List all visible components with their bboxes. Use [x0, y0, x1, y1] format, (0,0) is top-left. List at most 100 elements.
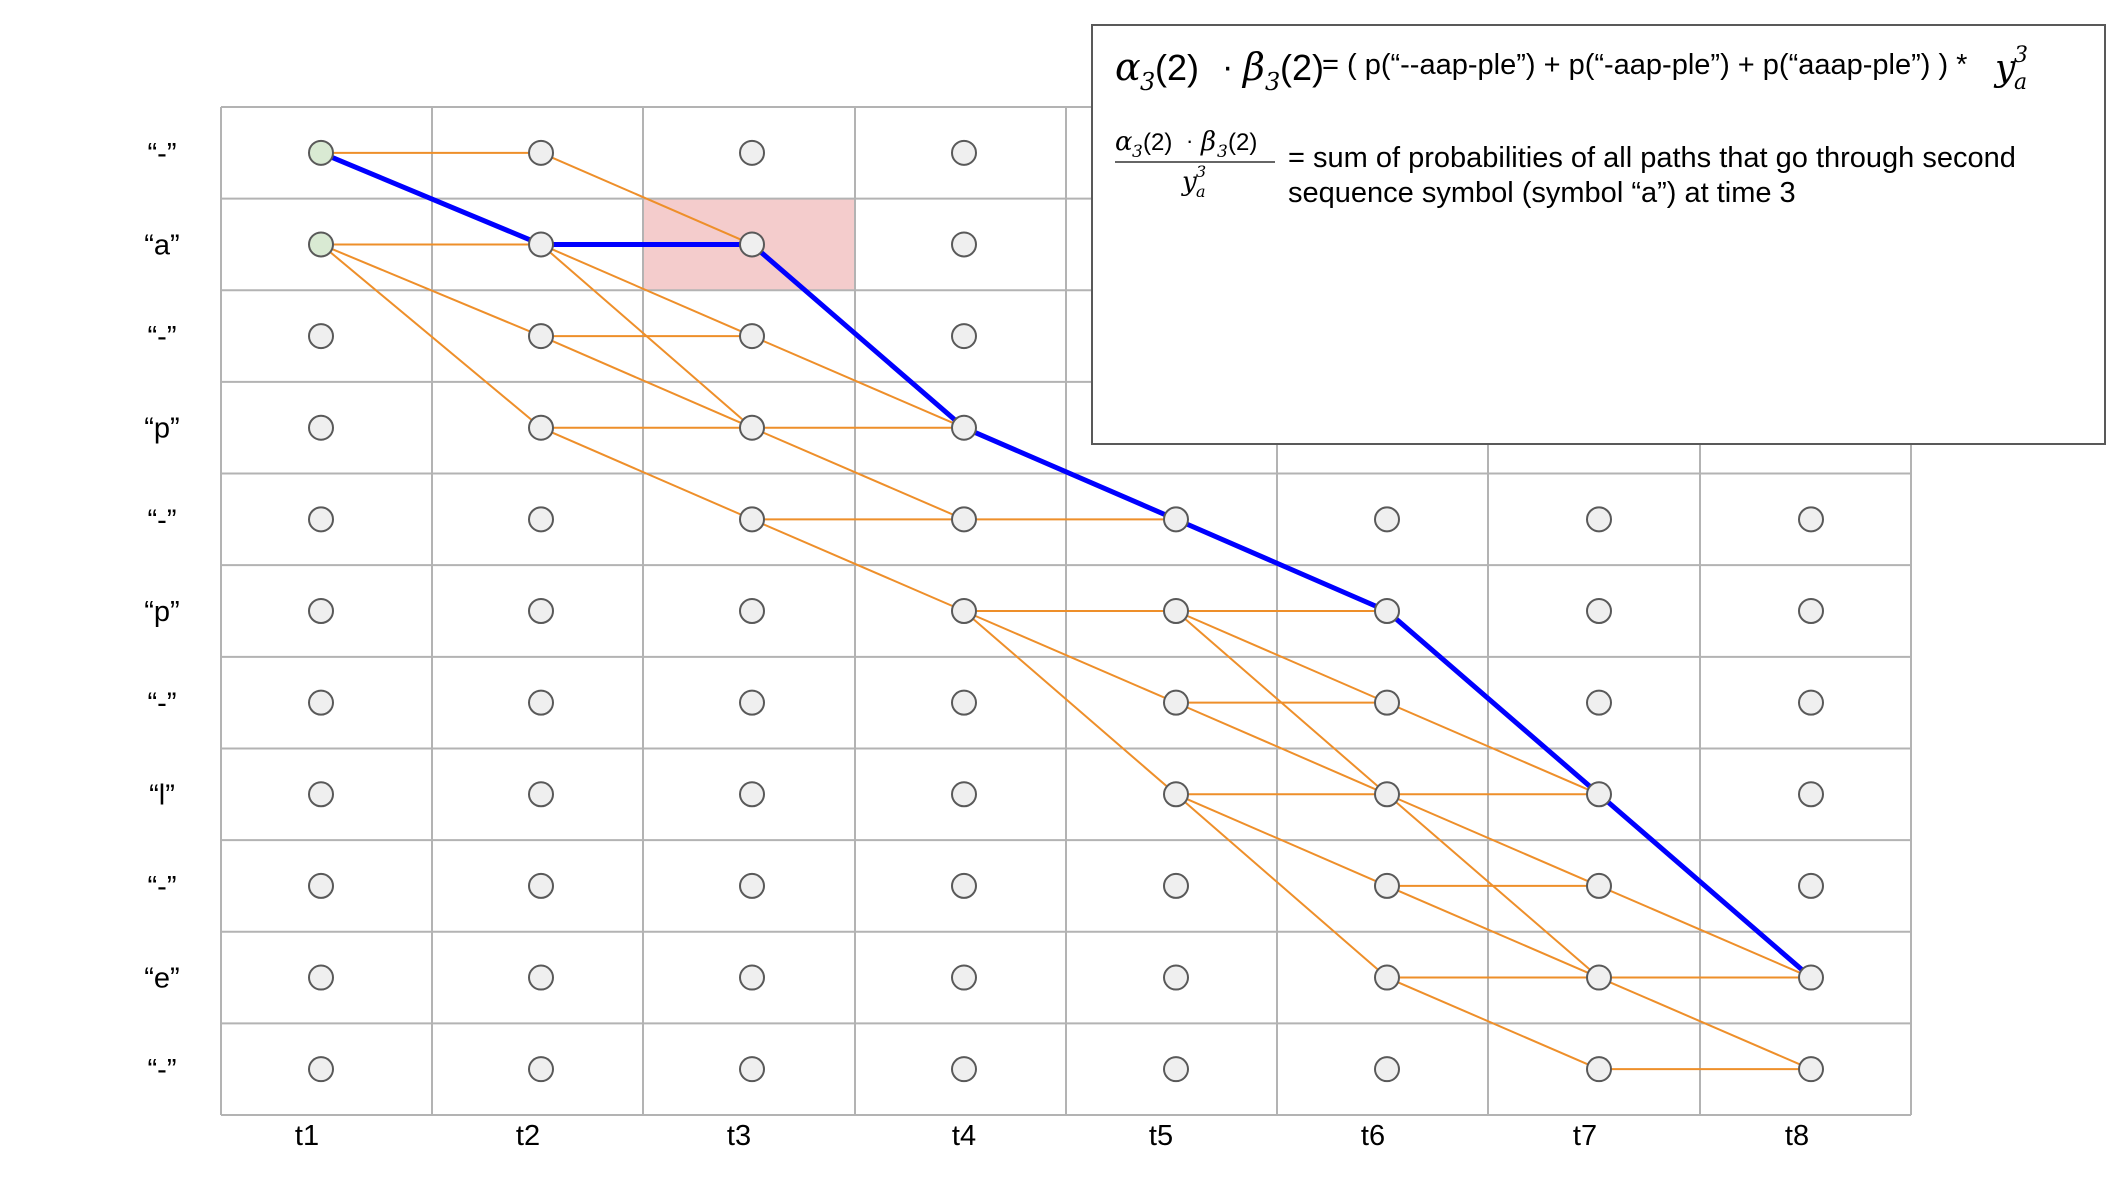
row-label: “-”	[148, 321, 177, 353]
time-label: t5	[1149, 1120, 1173, 1152]
trellis-node	[1374, 598, 1400, 624]
trellis-node	[528, 964, 554, 991]
beta-subscript: 3	[1265, 68, 1280, 96]
trellis-node	[528, 139, 554, 166]
beta-symbol: β	[1241, 45, 1265, 89]
row-label: “-”	[148, 504, 177, 536]
time-labels: t1 t2 t3 t4 t5 t6 t7 t8	[295, 1120, 1809, 1152]
trellis-node	[951, 781, 977, 808]
y-symbol: y	[1993, 48, 2016, 89]
trellis-node	[1586, 872, 1612, 899]
trellis-node	[1586, 506, 1612, 533]
trellis-node	[308, 323, 334, 350]
formula-box: α 3 (2) · β 3 (2) = ( p(“--aap-ple”) + p…	[1091, 24, 2106, 445]
trellis-node	[1374, 781, 1400, 808]
trellis-node	[739, 598, 765, 624]
row-label: “p”	[144, 413, 179, 445]
trellis-node	[1374, 1056, 1400, 1083]
trellis-node	[1798, 506, 1824, 533]
row-label: “-”	[148, 688, 177, 720]
trellis-node	[1163, 964, 1189, 991]
trellis-node	[739, 872, 765, 899]
fraction-y: y	[1181, 167, 1197, 197]
trellis-node	[308, 689, 334, 716]
transition-edge	[1386, 793, 1600, 887]
trellis-node	[951, 689, 977, 716]
row-label: “-”	[148, 871, 177, 903]
trellis-node	[1374, 872, 1400, 899]
y-subscript: a	[2014, 70, 2027, 95]
trellis-node	[1374, 689, 1400, 716]
trellis-node	[1163, 872, 1189, 899]
transition-edge	[1386, 976, 1600, 1071]
transition-edge	[1386, 701, 1600, 796]
trellis-node	[1163, 506, 1189, 533]
row-labels: “-” “a” “-” “p” “-” “p” “-” “l” “-” “e” “-”	[144, 138, 179, 1086]
trellis-node	[1798, 1056, 1824, 1083]
row-label: “a”	[144, 229, 179, 261]
trellis-node	[1798, 781, 1824, 808]
trellis-node	[739, 323, 765, 350]
time-label: t4	[952, 1120, 976, 1152]
trellis-node	[1586, 964, 1612, 991]
trellis-node	[528, 506, 554, 533]
transition-edge	[1175, 701, 1388, 796]
trellis-node	[951, 506, 977, 533]
y-superscript: 3	[2014, 43, 2028, 68]
description-line-1: = sum of probabilities of all paths that…	[1288, 142, 2016, 174]
trellis-node	[528, 1056, 554, 1083]
grid	[220, 106, 1912, 1116]
trellis-node	[528, 414, 554, 441]
alpha-subscript: 3	[1140, 68, 1155, 96]
transition-edge	[1175, 793, 1388, 979]
transition-edge	[751, 426, 965, 521]
trellis-node	[739, 139, 765, 166]
trellis-node	[739, 689, 765, 716]
trellis-node	[951, 964, 977, 991]
alpha-argument: (2)	[1155, 47, 1199, 88]
time-label: t6	[1361, 1120, 1385, 1152]
trellis-node	[308, 506, 334, 533]
trellis-node	[308, 598, 334, 624]
trellis-node	[739, 1056, 765, 1083]
transition-edge	[540, 243, 753, 338]
trellis-node	[1163, 1056, 1189, 1083]
fraction-y-superscript: 3	[1196, 162, 1206, 181]
transition-edge	[963, 610, 1177, 796]
transition-edges	[320, 151, 1812, 1071]
trellis-node	[951, 323, 977, 350]
alpha-symbol: α	[1115, 45, 1141, 89]
fraction-beta-argument: (2)	[1228, 129, 1257, 156]
transition-edge	[1175, 610, 1388, 704]
trellis-node	[1586, 598, 1612, 624]
fraction-alpha-argument: (2)	[1143, 129, 1172, 156]
trellis-node	[1798, 689, 1824, 716]
formula-fraction: α 3 (2) · β 3 (2) y 3 a	[1115, 127, 1275, 201]
description-line-2: sequence symbol (symbol “a”) at time 3	[1288, 177, 1796, 209]
trellis-node	[1163, 689, 1189, 716]
trellis-node	[1163, 598, 1189, 624]
transition-edge	[1175, 793, 1388, 887]
trellis-node	[1586, 689, 1612, 716]
trellis-node	[528, 231, 554, 258]
transition-edge	[1386, 884, 1600, 979]
trellis-node	[308, 781, 334, 808]
trellis-node	[739, 231, 765, 258]
trellis-node	[739, 414, 765, 441]
fraction-alpha: α	[1115, 127, 1133, 157]
trellis-node	[1798, 964, 1824, 991]
row-label: “e”	[144, 963, 179, 995]
trellis-node	[951, 1056, 977, 1083]
trellis-node	[739, 781, 765, 808]
formula-equation: α 3 (2) · β 3 (2) = ( p(“--aap-ple”) + p…	[1115, 43, 2028, 96]
fraction-beta-subscript: 3	[1217, 142, 1228, 162]
trellis-node	[951, 231, 977, 258]
trellis-node	[308, 1056, 334, 1083]
time-label: t8	[1785, 1120, 1809, 1152]
trellis-node	[528, 598, 554, 624]
highlighted-path	[318, 150, 1814, 981]
equation-text: = ( p(“--aap-ple”) + p(“-aap-ple”) + p(“…	[1322, 49, 1967, 81]
start-node	[308, 139, 334, 166]
trellis-node	[528, 872, 554, 899]
